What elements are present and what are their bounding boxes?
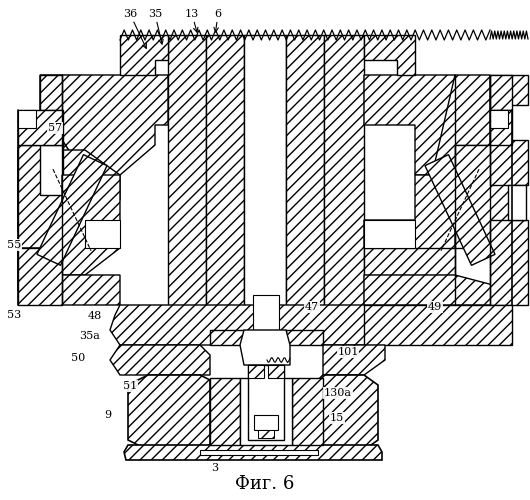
Polygon shape <box>18 248 120 305</box>
Text: 51: 51 <box>123 381 137 391</box>
Polygon shape <box>18 150 120 230</box>
Polygon shape <box>292 378 323 445</box>
Text: 57: 57 <box>48 123 62 133</box>
Polygon shape <box>62 75 168 175</box>
Polygon shape <box>286 35 324 330</box>
Polygon shape <box>490 75 528 105</box>
Polygon shape <box>18 110 63 145</box>
Polygon shape <box>18 110 36 128</box>
Polygon shape <box>323 345 385 375</box>
Text: 35: 35 <box>148 9 163 44</box>
Text: 130a: 130a <box>324 388 352 398</box>
Text: 3: 3 <box>211 463 218 473</box>
Polygon shape <box>120 35 168 75</box>
Text: 55: 55 <box>7 240 21 250</box>
Polygon shape <box>18 145 62 248</box>
Polygon shape <box>210 378 240 445</box>
Text: 6: 6 <box>214 9 222 32</box>
Polygon shape <box>206 35 244 330</box>
Polygon shape <box>110 305 385 345</box>
Text: Фиг. 6: Фиг. 6 <box>235 475 295 493</box>
Polygon shape <box>128 375 210 450</box>
Polygon shape <box>18 248 62 305</box>
Polygon shape <box>455 145 512 248</box>
Polygon shape <box>110 345 210 375</box>
Polygon shape <box>268 365 284 378</box>
Polygon shape <box>364 305 512 345</box>
Polygon shape <box>18 145 63 245</box>
Polygon shape <box>425 154 495 266</box>
Text: 53: 53 <box>7 310 21 320</box>
Polygon shape <box>62 175 120 275</box>
Polygon shape <box>490 140 528 185</box>
Polygon shape <box>286 330 323 345</box>
Text: 48: 48 <box>88 311 102 321</box>
Polygon shape <box>364 75 455 175</box>
Polygon shape <box>240 378 292 445</box>
Text: 15: 15 <box>330 413 344 423</box>
Polygon shape <box>253 295 279 330</box>
Polygon shape <box>124 445 382 460</box>
Polygon shape <box>508 185 526 220</box>
Polygon shape <box>40 75 62 110</box>
Polygon shape <box>490 110 512 145</box>
Polygon shape <box>318 375 378 450</box>
Polygon shape <box>168 35 206 330</box>
Text: 36: 36 <box>123 9 146 48</box>
Polygon shape <box>37 154 107 266</box>
Text: 101: 101 <box>337 347 359 357</box>
Polygon shape <box>490 110 508 128</box>
Text: 49: 49 <box>428 302 442 312</box>
Polygon shape <box>40 75 82 205</box>
Polygon shape <box>364 175 455 275</box>
Polygon shape <box>200 450 318 455</box>
Polygon shape <box>244 35 286 335</box>
Polygon shape <box>455 145 507 245</box>
Polygon shape <box>490 75 512 110</box>
Text: 35a: 35a <box>80 331 101 341</box>
Polygon shape <box>364 220 415 248</box>
Polygon shape <box>324 35 364 330</box>
Polygon shape <box>364 248 455 275</box>
Text: 9: 9 <box>104 410 111 420</box>
Text: 13: 13 <box>185 9 199 32</box>
Text: 50: 50 <box>71 353 85 363</box>
Polygon shape <box>490 220 528 305</box>
Polygon shape <box>248 365 284 440</box>
Polygon shape <box>364 275 512 305</box>
Polygon shape <box>432 75 490 195</box>
Polygon shape <box>258 430 274 438</box>
Polygon shape <box>210 330 244 345</box>
Polygon shape <box>40 75 85 190</box>
Polygon shape <box>254 415 278 430</box>
Polygon shape <box>85 220 120 248</box>
Polygon shape <box>240 330 290 365</box>
Polygon shape <box>248 365 264 378</box>
Polygon shape <box>364 35 415 75</box>
Text: 47: 47 <box>305 302 319 312</box>
